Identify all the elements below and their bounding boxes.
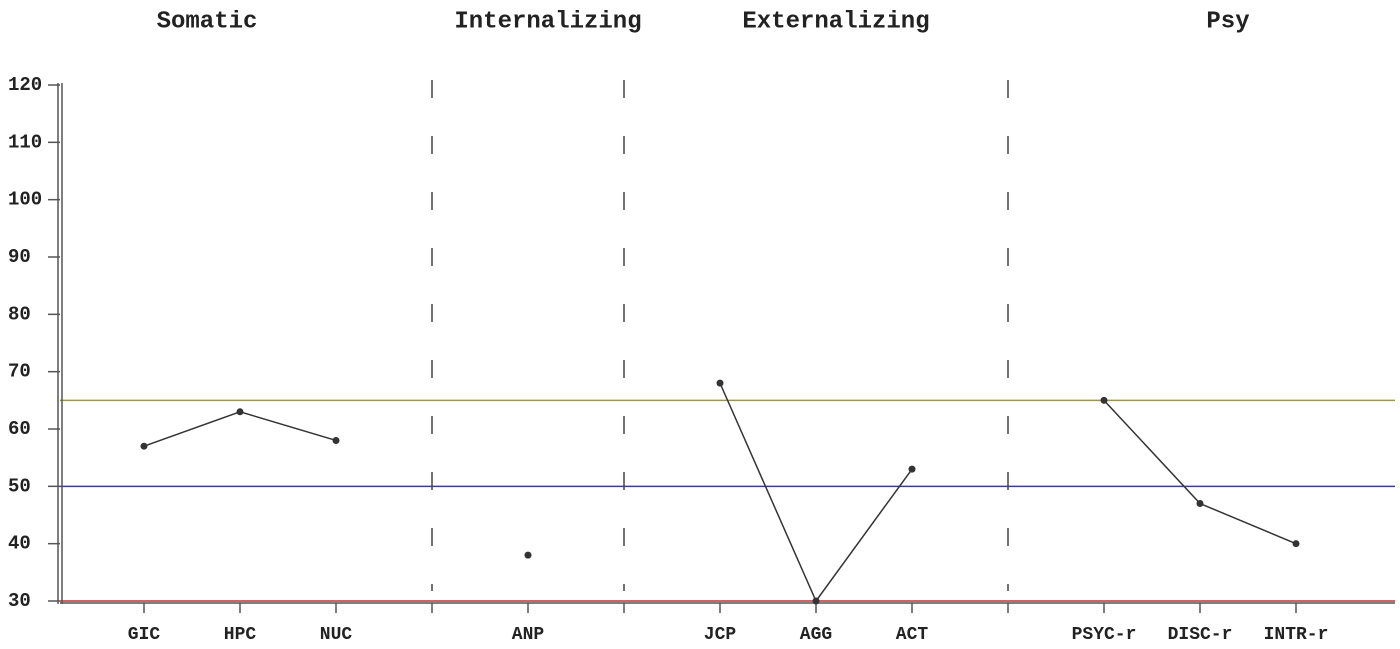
group-title: Somatic [157, 8, 258, 35]
point [812, 597, 820, 605]
x-tick-label: ANP [512, 625, 545, 645]
point [1196, 500, 1204, 508]
point [1100, 396, 1108, 404]
x-tick-label: JCP [704, 625, 737, 645]
x-tick-label: ACT [896, 625, 929, 645]
group-title: Externalizing [742, 8, 929, 35]
group-title: Psy [1206, 8, 1249, 35]
point [236, 408, 244, 416]
x-tick-label: NUC [320, 625, 353, 645]
y-tick-label: 100 [8, 189, 42, 211]
x-tick-label: DISC-r [1168, 625, 1233, 645]
point [524, 551, 532, 559]
point [140, 442, 148, 450]
point [1292, 540, 1300, 548]
series-line [143, 382, 1297, 603]
y-tick-label: 30 [8, 590, 31, 612]
y-tick-label: 110 [8, 131, 42, 153]
group-title: Internalizing [454, 8, 641, 35]
point [908, 465, 916, 473]
y-tick-label: 60 [8, 418, 31, 440]
y-tick-label: 90 [8, 246, 31, 268]
point [332, 436, 340, 444]
x-tick-label: GIC [128, 625, 161, 645]
y-tick-label: 40 [8, 533, 31, 555]
y-tick-label: 80 [8, 303, 31, 325]
y-tick-label: 50 [8, 475, 31, 497]
y-tick-label: 70 [8, 361, 31, 383]
x-tick-label: PSYC-r [1072, 625, 1137, 645]
y-tick-label: 120 [8, 74, 42, 96]
x-tick-label: AGG [800, 625, 832, 645]
x-tick-label: INTR-r [1264, 625, 1329, 645]
x-tick-label: HPC [224, 625, 257, 645]
point [716, 379, 724, 387]
